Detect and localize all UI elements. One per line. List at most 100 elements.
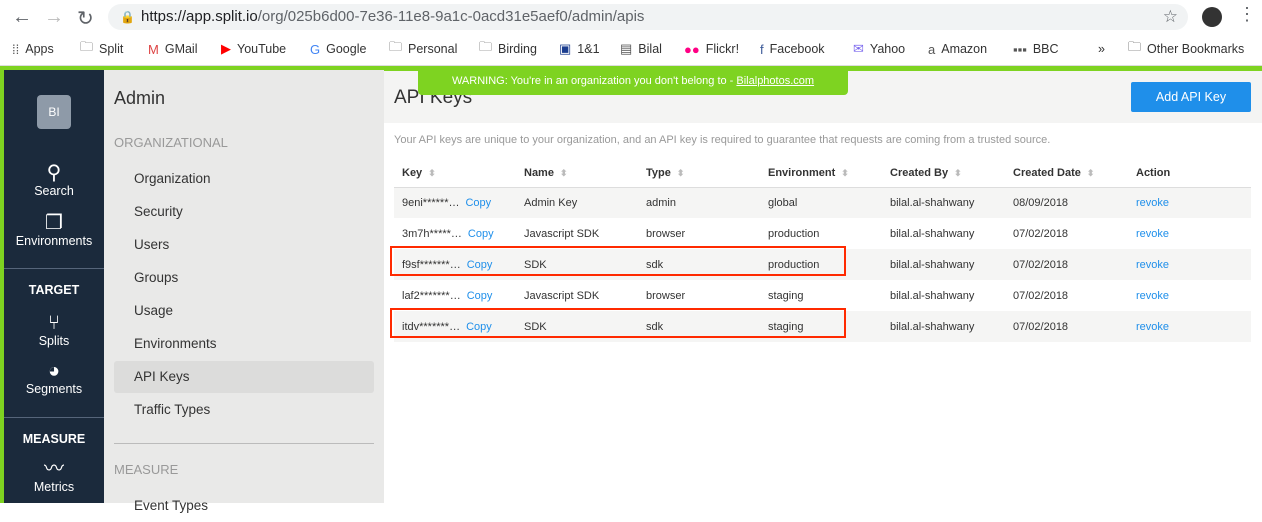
- revoke-link[interactable]: revoke: [1136, 289, 1170, 302]
- revoke-link[interactable]: revoke: [1136, 258, 1170, 271]
- sidebar-item-api-keys[interactable]: API Keys: [114, 361, 374, 393]
- bookmark[interactable]: ▣ 1&1: [559, 41, 600, 56]
- back-icon[interactable]: ←: [12, 6, 32, 28]
- brand-edge: [0, 70, 4, 503]
- column-header[interactable]: Name ⬍: [516, 159, 638, 188]
- column-header[interactable]: Type ⬍: [638, 159, 760, 188]
- environment-cell: production: [768, 227, 820, 240]
- more-bookmarks-button[interactable]: »: [1098, 42, 1105, 56]
- column-header[interactable]: Key ⬍: [394, 159, 516, 188]
- divider: [114, 443, 374, 444]
- profile-avatar[interactable]: [1202, 7, 1222, 27]
- more-menu-icon[interactable]: ⋮: [1238, 4, 1256, 24]
- gmail-icon: M: [148, 41, 159, 57]
- type-cell: browser: [646, 289, 686, 302]
- org-avatar[interactable]: BI: [37, 95, 71, 129]
- bookmark[interactable]: a Amazon: [928, 41, 988, 57]
- bookmark[interactable]: ▪▪▪ BBC: [1013, 41, 1059, 57]
- type-cell: browser: [646, 227, 686, 240]
- highlight-box: [390, 308, 846, 338]
- sidebar-item-groups[interactable]: Groups: [134, 270, 179, 285]
- revoke-link[interactable]: revoke: [1136, 196, 1170, 209]
- created-date-cell: 07/02/2018: [1005, 249, 1128, 280]
- nav-environments[interactable]: ❐ Environments: [4, 212, 104, 248]
- sidebar-item-security[interactable]: Security: [134, 204, 183, 219]
- metrics-icon: 〰: [44, 458, 64, 480]
- sidebar-item-traffic-types[interactable]: Traffic Types: [134, 402, 211, 417]
- column-header[interactable]: Created Date ⬍: [1005, 159, 1128, 188]
- nav-segments[interactable]: ◕ Segments: [4, 360, 104, 396]
- sort-icon[interactable]: ⬍: [676, 167, 685, 178]
- copy-link[interactable]: Copy: [466, 258, 493, 271]
- table-row: 3m7h*****… Copy Javascript SDK browser pr…: [394, 218, 1251, 249]
- sort-icon[interactable]: ⬍: [428, 167, 436, 178]
- bookmark[interactable]: 🗀 Personal: [389, 39, 457, 58]
- search-icon: ⚲: [46, 162, 62, 184]
- bookmark[interactable]: ●● Flickr!: [684, 41, 740, 57]
- sort-icon[interactable]: ⬍: [1086, 167, 1095, 178]
- star-icon[interactable]: ☆: [1162, 7, 1178, 26]
- folder-icon: 🗀: [1128, 39, 1142, 54]
- left-nav: BI ⚲ Search ❐ Environments TARGET ⑂ Splits …: [4, 70, 104, 503]
- nav-metrics[interactable]: 〰 Metrics: [4, 458, 104, 494]
- action-cell: revoke: [1128, 187, 1251, 218]
- column-header[interactable]: Created By ⬍: [882, 159, 1005, 188]
- sort-icon[interactable]: ⬍: [954, 167, 962, 178]
- created-by-cell: bilal.al-shahwany: [890, 227, 975, 240]
- bookmark[interactable]: ✉ Yahoo: [853, 41, 906, 56]
- section-organizational: ORGANIZATIONAL: [114, 135, 228, 150]
- yahoo-icon: ✉: [853, 41, 864, 56]
- bookmark[interactable]: 🗀 Birding: [479, 39, 537, 58]
- sort-icon[interactable]: ⬍: [559, 167, 568, 178]
- column-header[interactable]: Environment ⬍: [760, 159, 882, 188]
- bookmark[interactable]: f Facebook: [760, 41, 825, 57]
- created-date-cell: 07/02/2018: [1013, 289, 1069, 302]
- brand-bar: [0, 66, 1262, 71]
- created-date-cell: 07/02/2018: [1013, 227, 1069, 240]
- sort-icon[interactable]: ⬍: [841, 167, 849, 178]
- sidebar-item-users[interactable]: Users: [134, 237, 170, 252]
- admin-sidebar: Admin ORGANIZATIONAL Organization Securit…: [104, 70, 384, 513]
- bookmark[interactable]: ▶ YouTube: [221, 41, 287, 56]
- nav-splits[interactable]: ⑂ Splits: [4, 312, 104, 348]
- section-target: TARGET: [4, 268, 104, 297]
- sidebar-item-environments[interactable]: Environments: [134, 336, 217, 351]
- column-header: Action: [1128, 159, 1251, 188]
- section-measure: MEASURE: [4, 417, 104, 446]
- bookmark[interactable]: 🗀 Split: [80, 39, 123, 58]
- nav-search[interactable]: ⚲ Search: [4, 162, 104, 198]
- sidebar-item-organization[interactable]: Organization: [134, 171, 211, 186]
- youtube-icon: ▶: [221, 41, 231, 56]
- bookmark[interactable]: ▤ Bilal: [620, 41, 662, 56]
- revoke-link[interactable]: revoke: [1136, 320, 1170, 333]
- table-row: 9eni******… Copy Admin Key admin global b…: [394, 187, 1251, 218]
- copy-link[interactable]: Copy: [465, 196, 492, 209]
- action-cell: revoke: [1128, 249, 1251, 280]
- amazon-icon: a: [928, 41, 936, 57]
- add-api-key-button[interactable]: Add API Key: [1131, 82, 1251, 112]
- highlight-box: [390, 246, 846, 276]
- forward-icon[interactable]: →: [44, 6, 64, 28]
- table-row: laf2*******… Copy Javascript SDK browser …: [394, 280, 1251, 311]
- sidebar-item-event-types[interactable]: Event Types: [134, 498, 209, 513]
- sidebar-title: Admin: [114, 88, 166, 108]
- copy-link[interactable]: Copy: [467, 227, 494, 240]
- bookmark[interactable]: ⁞⁞ Apps: [12, 41, 54, 57]
- copy-link[interactable]: Copy: [466, 320, 492, 333]
- reload-icon[interactable]: ↻: [77, 8, 94, 30]
- table-row: f9sf*******… Copy SDK sdk production bila…: [394, 249, 1251, 280]
- name-cell: Javascript SDK: [524, 289, 600, 302]
- splits-icon: ⑂: [48, 312, 60, 334]
- action-cell: revoke: [1128, 311, 1251, 342]
- org-link[interactable]: Bilalphotos.com: [736, 75, 815, 87]
- other-bookmarks[interactable]: 🗀 Other Bookmarks: [1128, 39, 1244, 58]
- bookmark[interactable]: M GMail: [148, 41, 198, 57]
- apps-grid-icon: ⁞⁞: [12, 41, 20, 57]
- google-icon: G: [310, 41, 321, 57]
- name-cell: Admin Key: [516, 187, 638, 218]
- copy-link[interactable]: Copy: [466, 289, 493, 302]
- address-bar[interactable]: 🔒 https://app.split.io/org/025b6d00-7e36…: [108, 4, 1188, 30]
- sidebar-item-usage[interactable]: Usage: [134, 303, 174, 318]
- bookmark[interactable]: G Google: [310, 41, 367, 57]
- revoke-link[interactable]: revoke: [1136, 227, 1170, 240]
